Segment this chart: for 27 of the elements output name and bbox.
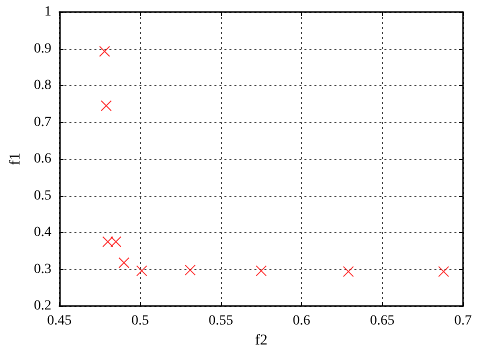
- point: [110, 236, 122, 248]
- y-tick-label: 0.2: [34, 298, 52, 314]
- point: [136, 265, 148, 276]
- x-tick-label: 0.55: [208, 314, 234, 329]
- point: [256, 265, 267, 276]
- x-tick-label: 0.7: [454, 314, 472, 329]
- point: [184, 264, 196, 276]
- point: [102, 236, 114, 248]
- point: [438, 266, 450, 278]
- point: [342, 266, 354, 278]
- point: [100, 100, 112, 112]
- y-tick-label: 0.9: [34, 41, 52, 56]
- y-tick-label: 0.6: [34, 152, 52, 167]
- y-tick-label: 0.4: [34, 225, 52, 240]
- y-axis-title: f1: [8, 152, 24, 166]
- x-axis-title: f2: [254, 332, 268, 348]
- point: [118, 257, 130, 268]
- point: [99, 46, 110, 57]
- y-tick-label: 1: [44, 4, 52, 20]
- y-tick-label: 0.8: [34, 78, 52, 94]
- y-tick-label: 0.3: [34, 262, 52, 277]
- x-tick-label: 0.65: [370, 314, 395, 329]
- y-tick-label: 0.7: [34, 114, 52, 130]
- x-tick-label: 0.6: [292, 314, 310, 329]
- y-tick-label: 0.5: [34, 188, 52, 204]
- x-tick-label: 0.5: [131, 314, 149, 329]
- x-tick-label: 0.45: [47, 314, 72, 329]
